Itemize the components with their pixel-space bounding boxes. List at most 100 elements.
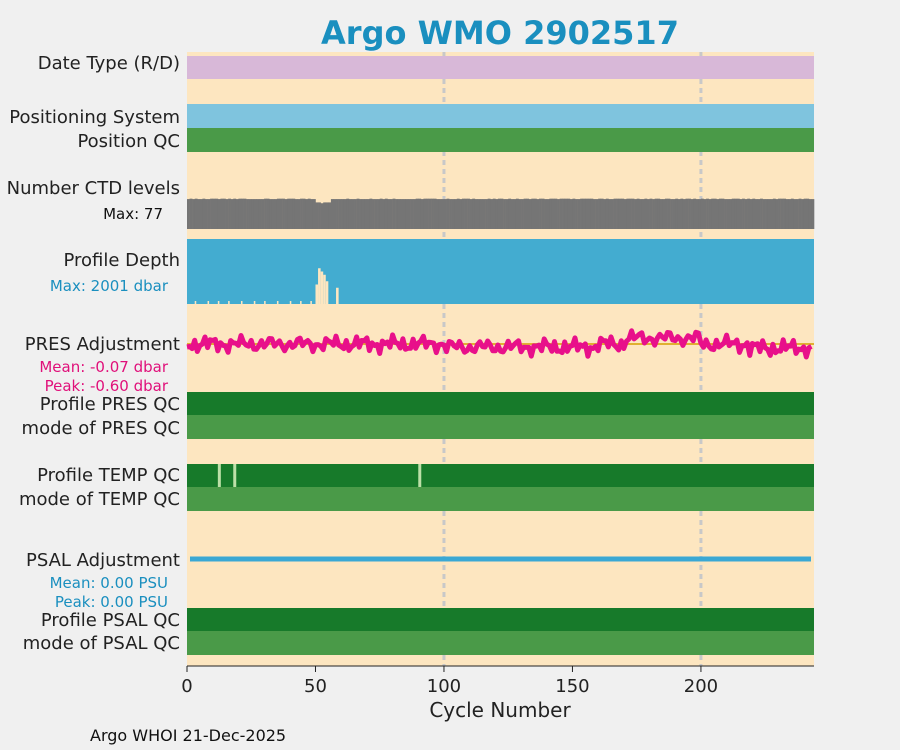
depth-gap (264, 301, 266, 304)
ctd-bar (757, 199, 761, 229)
x-tick-label-50: 50 (304, 676, 327, 697)
ctd-bar (770, 199, 774, 229)
depth-gap (276, 301, 279, 304)
label-pres-adjustment: PRES Adjustment (25, 334, 180, 355)
ctd-bar (721, 198, 725, 229)
ctd-bar (801, 199, 805, 229)
ctd-bar (377, 199, 381, 229)
ctd-bar (323, 202, 327, 229)
temp-qc-flags (217, 464, 422, 487)
label-profile-psal-qc: Profile PSAL QC (41, 610, 180, 631)
ctd-bar (628, 198, 632, 229)
temp-flag-cycle-18 (233, 464, 237, 487)
ctd-bar (536, 199, 540, 229)
ctd-bar (775, 199, 779, 229)
ctd-bar (685, 198, 689, 229)
ctd-bar (659, 199, 663, 229)
ctd-bar (778, 198, 781, 229)
ctd-bar (420, 199, 424, 229)
ctd-bar (328, 202, 332, 229)
ctd-bar (187, 199, 190, 229)
ctd-bar (310, 199, 314, 229)
label-mode-temp-qc: mode of TEMP QC (19, 489, 180, 510)
ctd-bar (667, 198, 671, 229)
ctd-bar (240, 198, 244, 229)
profile-depth-max: Max: 2001 dbar (50, 277, 169, 295)
ctd-bar (235, 199, 239, 229)
ctd-bar (711, 198, 715, 229)
chart-title: Argo WMO 2902517 (321, 14, 679, 52)
ctd-bar (798, 198, 802, 229)
ctd-bar (300, 198, 303, 229)
ctd-bar (577, 199, 581, 229)
ctd-bar (575, 199, 578, 229)
ctd-bar (454, 199, 458, 229)
ctd-bar (284, 199, 288, 229)
ctd-bar (228, 198, 231, 229)
ctd-bar (587, 198, 591, 229)
ctd-bar (706, 198, 709, 229)
ctd-bar (500, 198, 504, 229)
ctd-bar (271, 199, 275, 229)
ctd-bar (400, 199, 404, 229)
profile-pres-qc-band (187, 392, 814, 415)
ctd-bar (336, 199, 339, 229)
ctd-bar (595, 199, 599, 229)
ctd-bar (261, 199, 265, 229)
ctd-bar (695, 199, 699, 229)
ctd-bar (487, 198, 491, 229)
ctd-bar (662, 199, 666, 229)
ctd-bar (361, 199, 365, 229)
ctd-bar (510, 199, 514, 229)
ctd-bar (490, 199, 494, 229)
ctd-bar (646, 199, 650, 229)
ctd-bar (220, 198, 224, 229)
ctd-bar (644, 198, 648, 229)
label-date-type: Date Type (R/D) (38, 53, 180, 74)
ctd-bar (477, 199, 481, 229)
ctd-bar (672, 199, 676, 229)
ctd-bar (780, 198, 784, 229)
depth-gap (217, 301, 220, 304)
ctd-bar (482, 199, 486, 229)
date-type-band (187, 56, 814, 79)
label-profile-pres-qc: Profile PRES QC (40, 394, 180, 415)
ctd-bar (413, 199, 417, 229)
ctd-bar (464, 198, 468, 229)
ctd-bar (472, 198, 476, 229)
ctd-bar (736, 198, 740, 229)
ctd-bar (199, 199, 203, 229)
ctd-bar (266, 198, 270, 229)
label-mode-psal-qc: mode of PSAL QC (23, 633, 180, 654)
ctd-bar (225, 199, 229, 229)
ctd-bar (616, 198, 620, 229)
ctd-bar (204, 199, 208, 229)
ctd-bar (806, 198, 810, 229)
ctd-bar (572, 198, 576, 229)
ctd-bar (793, 199, 797, 229)
ctd-bar (395, 199, 399, 229)
ctd-bar (718, 198, 722, 229)
label-positioning-system: Positioning System (9, 107, 180, 128)
ctd-bar (593, 199, 596, 229)
ctd-bar (305, 199, 309, 229)
ctd-bar (569, 199, 573, 229)
ctd-bar (559, 198, 563, 229)
ctd-levels-max: Max: 77 (103, 205, 163, 223)
ctd-bar (682, 199, 686, 229)
ctd-bar (402, 199, 406, 229)
ctd-bar (230, 199, 234, 229)
psal-adjustment-mean: Mean: 0.00 PSU (50, 574, 168, 592)
position-qc-band (187, 128, 814, 152)
ctd-bar (808, 199, 812, 229)
ctd-bar (407, 199, 411, 229)
depth-shallow-cycle-52 (320, 271, 324, 304)
label-ctd-levels: Number CTD levels (7, 178, 180, 199)
ctd-bar (189, 198, 193, 229)
ctd-bar (796, 199, 799, 229)
ctd-bar (446, 198, 450, 229)
label-psal-adjustment: PSAL Adjustment (26, 550, 180, 571)
mode-psal-qc-band (187, 631, 814, 655)
ctd-bar (443, 199, 447, 229)
